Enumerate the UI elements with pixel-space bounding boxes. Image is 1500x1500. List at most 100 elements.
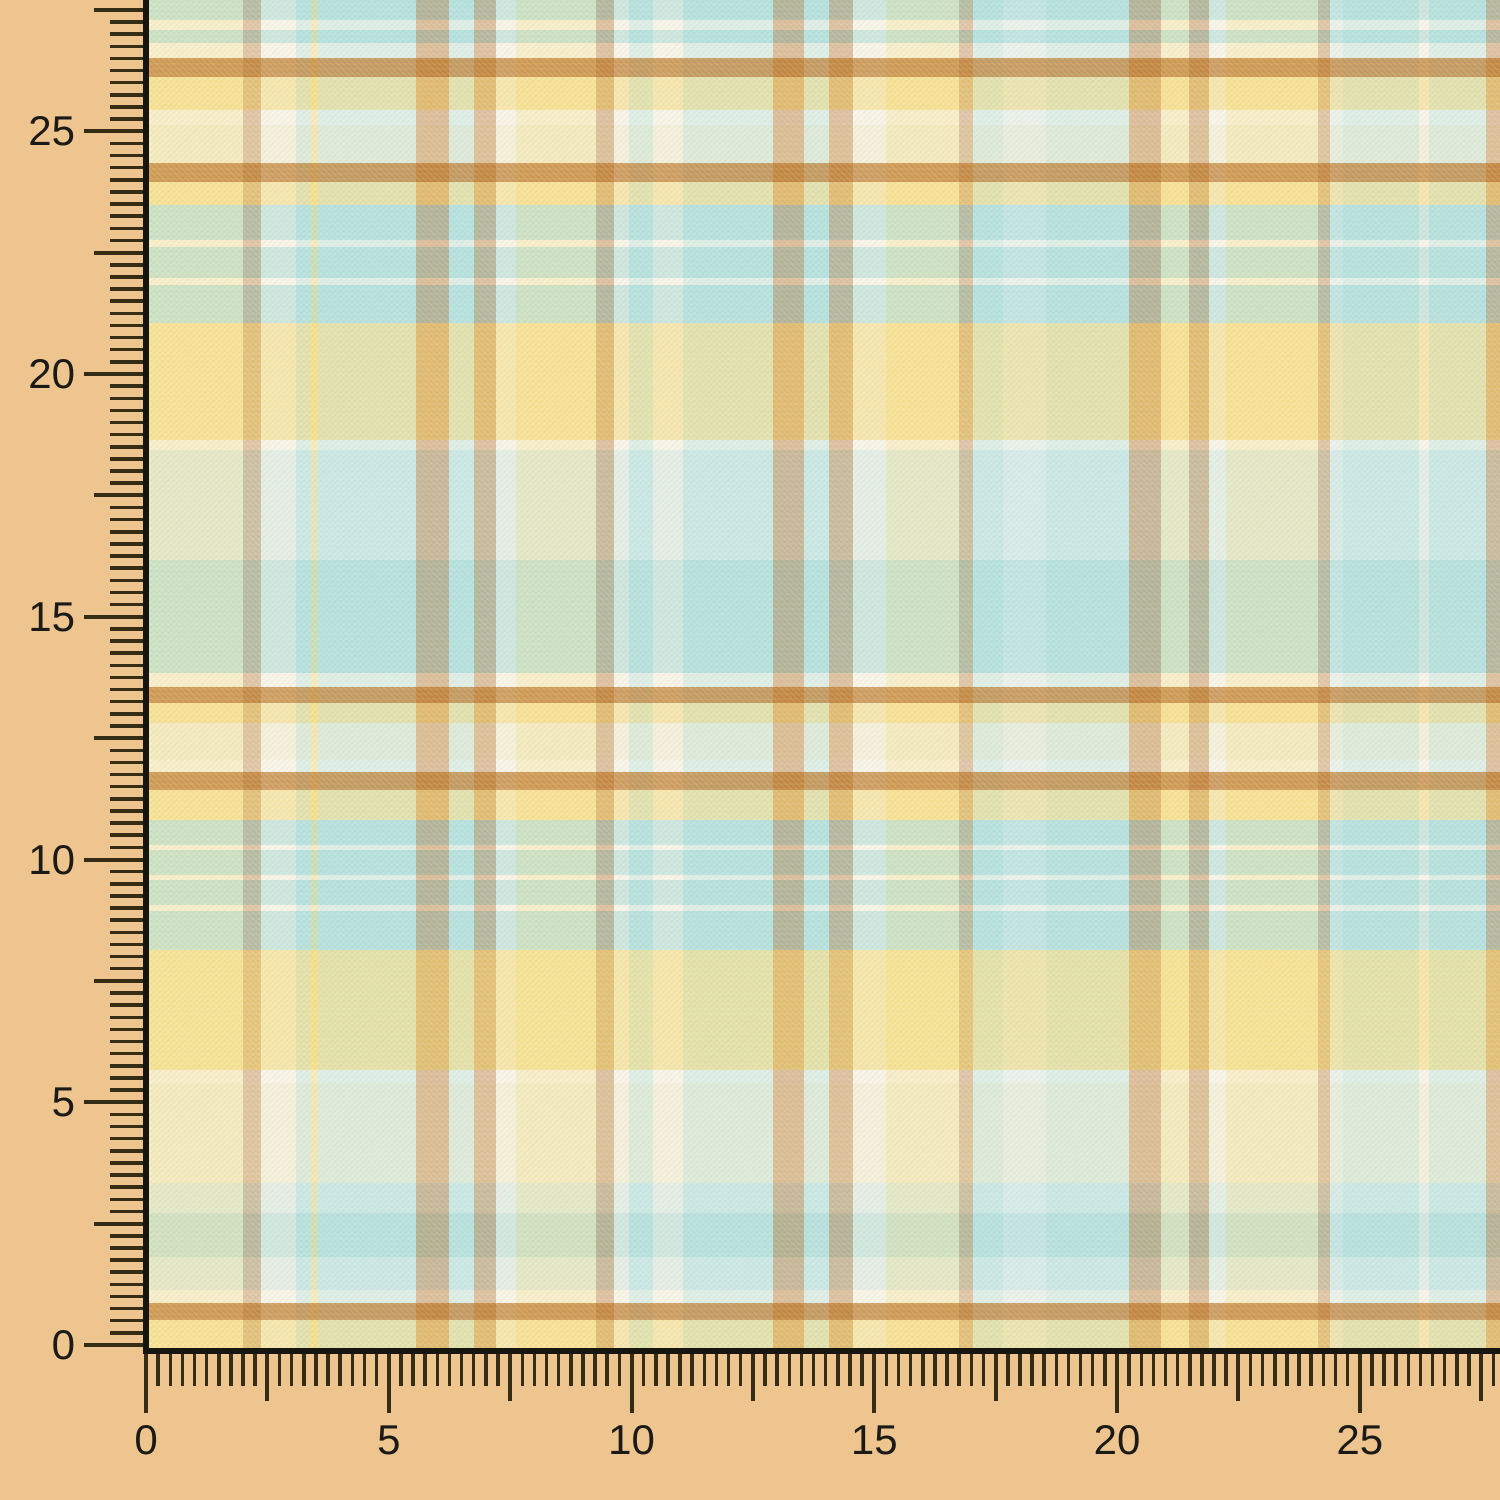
bottom-ruler-minor-tick [192,1354,197,1386]
left-ruler-minor-tick [110,809,143,813]
bottom-ruler-minor-tick [1248,1354,1253,1386]
weft-stripe-yellow [146,703,1500,723]
bottom-ruler-minor-tick [1345,1354,1350,1386]
left-ruler-minor-tick [110,966,143,971]
weft-stripe-yellow [146,182,1500,205]
weft-stripe-white [146,240,1500,247]
left-ruler-minor-tick [110,287,143,291]
bottom-ruler-number-5: 5 [377,1416,401,1463]
bottom-ruler-minor-tick [908,1354,913,1386]
left-ruler-minor-tick [110,1161,143,1165]
bottom-ruler-minor-tick [556,1354,561,1386]
left-ruler-minor-tick [110,445,143,449]
fabric-weft-stripes [146,0,1500,1350]
bottom-ruler-minor-tick [933,1354,937,1386]
weft-stripe-blue [146,30,1500,43]
bottom-ruler-mid-tick [750,1354,755,1401]
left-ruler-minor-tick [110,1258,143,1262]
left-ruler-minor-tick [110,1124,143,1129]
left-ruler-minor-tick [110,833,143,837]
weft-stripe-yellow [146,323,1500,440]
weft-stripe-blue [146,285,1500,323]
left-ruler-minor-tick [110,797,143,801]
bottom-ruler-minor-tick [1394,1354,1398,1386]
bottom-ruler-mid-tick [508,1354,513,1401]
left-ruler-minor-tick [110,202,143,206]
bottom-ruler-minor-tick [678,1354,682,1386]
weft-stripe-brown [146,163,1500,182]
left-ruler-minor-tick [110,178,143,182]
bottom-ruler-minor-tick [1151,1354,1156,1386]
left-ruler-minor-tick [110,1003,143,1007]
weft-stripe-yellow [146,77,1500,110]
bottom-ruler-minor-tick [1370,1354,1374,1386]
weft-stripe-white [146,875,1500,880]
left-ruler-number-10: 10 [28,835,75,883]
bottom-ruler-minor-tick [241,1354,245,1386]
left-ruler-minor-tick [110,68,143,73]
left-ruler-minor-tick [110,639,143,643]
left-ruler-major-tick [84,857,143,862]
bottom-ruler-minor-tick [860,1354,864,1386]
bottom-ruler-minor-tick [1078,1354,1083,1386]
left-ruler-minor-tick [110,141,143,146]
bottom-ruler-minor-tick [1285,1354,1289,1386]
bottom-ruler-major-tick [1357,1354,1362,1413]
left-ruler-minor-tick [110,906,143,910]
left-ruler-minor-tick [110,32,143,36]
bottom-ruler-minor-tick [690,1354,694,1386]
bottom-ruler-major-tick [629,1354,634,1413]
left-ruler-mid-tick [94,250,143,255]
bottom-ruler-minor-tick [362,1354,367,1386]
bottom-ruler-minor-tick [1054,1354,1059,1386]
bottom-ruler-minor-tick [1188,1354,1192,1386]
bottom-ruler-number-0: 0 [134,1416,158,1463]
bottom-ruler-major-tick [872,1354,877,1413]
weft-stripe-yellow [146,950,1500,1070]
bottom-ruler-minor-tick [605,1354,609,1386]
bottom-ruler-minor-tick [945,1354,949,1386]
weft-stripe-white [146,905,1500,911]
left-ruler-minor-tick [110,311,143,316]
weft-stripe-blue [146,880,1500,905]
bottom-ruler-number-10: 10 [608,1416,655,1463]
weft-stripe-blue [146,911,1500,950]
left-ruler-mid-tick [94,978,143,983]
left-ruler-minor-tick [110,1076,143,1080]
bottom-ruler-minor-tick [156,1354,160,1386]
left-ruler-minor-tick [110,760,143,765]
left-ruler-minor-tick [110,56,143,61]
left-ruler-minor-tick [110,408,143,413]
left-ruler-minor-tick [110,1112,143,1117]
fabric-weave-texture [146,0,1500,1350]
left-ruler-number-20: 20 [28,350,75,397]
left-ruler-minor-tick [110,530,143,534]
left-ruler-major-tick [84,372,143,376]
left-ruler-minor-tick [110,1318,143,1323]
bottom-ruler-minor-tick [1066,1354,1071,1386]
bottom-ruler-minor-tick [302,1354,306,1386]
bottom-ruler-minor-tick [253,1354,257,1386]
left-ruler-minor-tick [110,1209,143,1214]
left-ruler-minor-tick [110,360,143,364]
bottom-ruler-mid-tick [265,1354,270,1401]
left-ruler-minor-tick [110,105,143,109]
weft-stripe-brown [146,1303,1500,1320]
left-ruler-minor-tick [110,542,143,546]
weft-stripe-cream [146,723,1500,760]
weft-stripe-blue [146,205,1500,240]
left-ruler-minor-tick [110,1015,143,1020]
left-ruler-minor-tick [110,214,143,218]
bottom-ruler-minor-tick [569,1354,573,1386]
bottom-ruler-number-20: 20 [1093,1416,1141,1463]
weft-stripe-white [146,20,1500,30]
bottom-ruler-minor-tick [1224,1354,1228,1386]
left-ruler-minor-tick [110,1088,143,1092]
bottom-ruler-minor-tick [1200,1354,1204,1386]
weft-stripe-brown [146,687,1500,703]
left-ruler-minor-tick [110,882,143,886]
left-ruler-minor-tick [110,347,143,352]
left-ruler-minor-tick [110,1246,143,1250]
bottom-ruler-minor-tick [1260,1354,1265,1386]
left-ruler-minor-tick [110,918,143,922]
